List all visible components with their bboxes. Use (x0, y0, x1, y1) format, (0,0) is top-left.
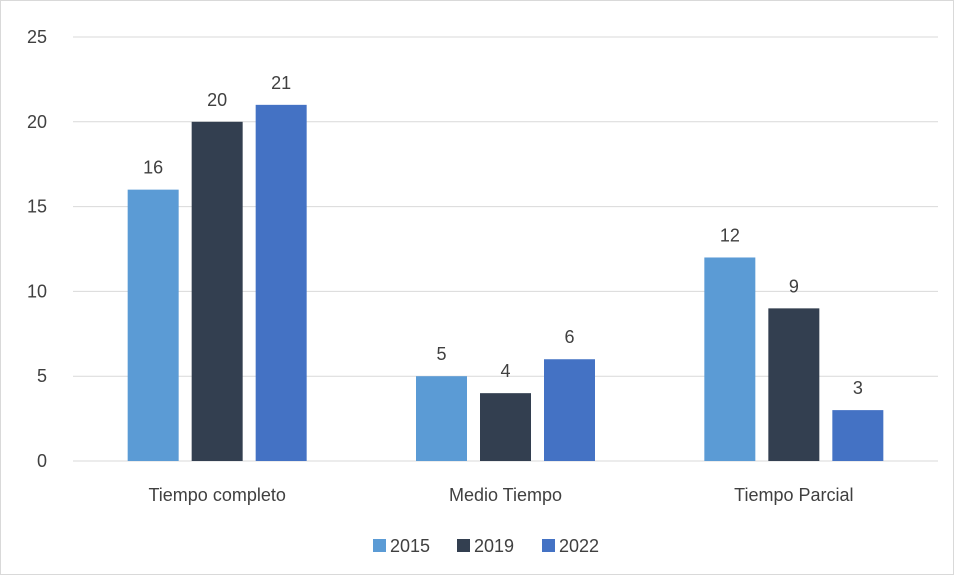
y-tick-label: 20 (27, 112, 47, 132)
category-label: Medio Tiempo (449, 485, 562, 505)
bar-2019-0 (191, 121, 243, 462)
data-label: 20 (207, 90, 227, 110)
data-label: 6 (564, 327, 574, 347)
data-labels: 16 20 21 5 4 6 12 9 3 (143, 73, 863, 398)
bar-2015-1 (416, 376, 467, 461)
x-axis-categories: Tiempo completo Medio Tiempo Tiempo Parcia… (148, 485, 853, 505)
bar-2022-1 (544, 359, 595, 461)
data-label: 4 (500, 361, 510, 381)
data-label: 3 (853, 378, 863, 398)
bars (127, 104, 884, 462)
y-tick-label: 5 (37, 366, 47, 386)
data-label: 16 (143, 158, 163, 178)
y-tick-label: 15 (27, 197, 47, 217)
y-tick-label: 10 (27, 281, 47, 301)
legend-swatch-2015 (373, 539, 386, 552)
data-label: 9 (789, 276, 799, 296)
y-tick-label: 25 (27, 27, 47, 47)
bar-2019-2 (768, 308, 820, 461)
bar-2022-2 (832, 410, 884, 461)
bar-2015-2 (704, 257, 756, 461)
y-tick-label: 0 (37, 451, 47, 471)
data-label: 21 (271, 73, 291, 93)
category-label: Tiempo completo (148, 485, 285, 505)
data-label: 12 (720, 225, 740, 245)
legend-swatch-2019 (457, 539, 470, 552)
legend-label-2022: 2022 (559, 536, 599, 556)
legend-label-2015: 2015 (390, 536, 430, 556)
legend: 2015 2019 2022 (373, 536, 599, 556)
data-label: 5 (436, 344, 446, 364)
legend-swatch-2022 (542, 539, 555, 552)
legend-label-2019: 2019 (474, 536, 514, 556)
bar-2019-1 (480, 393, 531, 461)
y-axis-ticks: 0 5 10 15 20 25 (27, 27, 47, 471)
bar-2015-0 (127, 189, 179, 461)
bar-2022-0 (255, 104, 307, 461)
category-label: Tiempo Parcial (734, 485, 853, 505)
